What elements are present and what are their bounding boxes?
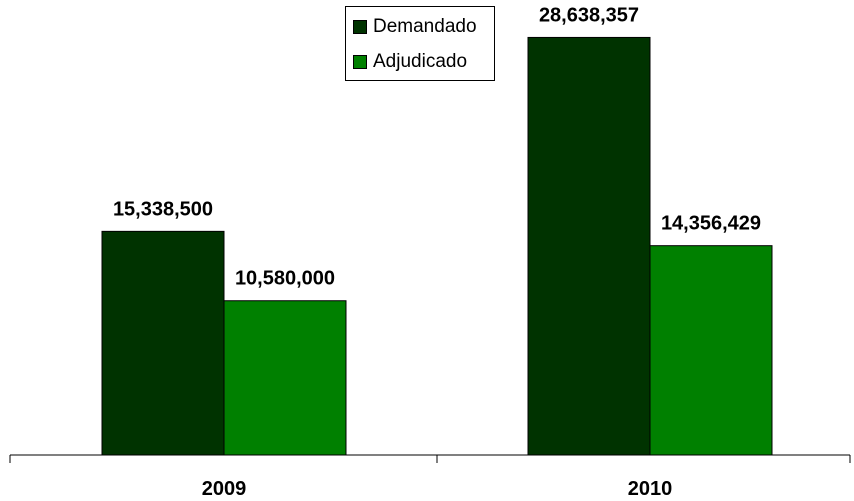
bar-demandado-2010 [527, 36, 651, 456]
data-label-demandado-2010: 28,638,357 [539, 4, 639, 26]
data-label-adjudicado-2009: 10,580,000 [235, 268, 335, 290]
legend: Demandado Adjudicado [345, 6, 495, 81]
legend-item-demandado: Demandado [346, 12, 477, 42]
legend-swatch-adjudicado [353, 55, 367, 69]
x-tick-label-2010: 2010 [628, 478, 673, 500]
legend-swatch-demandado [353, 20, 367, 34]
x-tick-label-2009: 2009 [202, 478, 247, 500]
data-label-adjudicado-2010: 14,356,429 [661, 213, 761, 235]
legend-label-demandado: Demandado [373, 16, 477, 37]
data-label-demandado-2009: 15,338,500 [113, 198, 213, 220]
bars-layer [101, 36, 773, 456]
legend-label-adjudicado: Adjudicado [373, 51, 468, 72]
bar-adjudicado-2009 [223, 300, 347, 456]
x-axis: 2009 2010 [9, 454, 851, 500]
bar-adjudicado-2010 [649, 245, 773, 456]
legend-item-adjudicado: Adjudicado [346, 47, 467, 77]
bar-demandado-2009 [101, 230, 225, 456]
data-labels-layer: 15,338,500 10,580,000 28,638,357 14,356,429 [113, 4, 761, 289]
